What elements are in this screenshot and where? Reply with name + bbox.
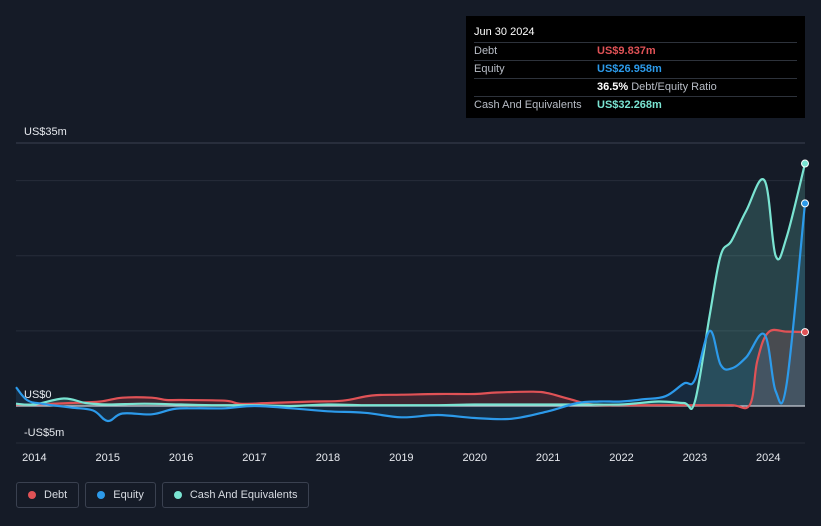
- tooltip-row-cash: Cash And Equivalents US$32.268m: [474, 96, 797, 114]
- series-endpoints: [801, 159, 809, 337]
- legend-label-debt: Debt: [44, 489, 68, 501]
- x-tick-label: 2023: [683, 452, 707, 464]
- endpoint-debt: [801, 328, 809, 337]
- tooltip-debt-value: US$9.837m: [597, 45, 656, 57]
- chart-legend: Debt Equity Cash And Equivalents: [16, 482, 310, 510]
- legend-dot-debt: [28, 491, 36, 499]
- x-tick-label: 2019: [389, 452, 413, 464]
- legend-toggle-debt[interactable]: Debt: [16, 482, 80, 508]
- tooltip-ratio-label: Debt/Equity Ratio: [631, 81, 717, 93]
- y-label-zero: US$0: [24, 389, 52, 401]
- line-debt: [15, 328, 806, 410]
- line-equity: [15, 203, 807, 423]
- legend-label-cash: Cash And Equivalents: [189, 489, 298, 501]
- series-areas: [16, 163, 805, 422]
- legend-label-equity: Equity: [113, 489, 144, 501]
- tooltip-ratio-spacer: [474, 79, 597, 96]
- y-label-top: US$35m: [24, 126, 67, 138]
- tooltip-equity-value: US$26.958m: [597, 63, 662, 75]
- x-tick-label: 2016: [169, 452, 193, 464]
- tooltip-date: Jun 30 2024: [474, 26, 535, 38]
- tooltip-ratio-value: 36.5%: [597, 81, 629, 93]
- tooltip-debt-label: Debt: [474, 45, 498, 57]
- endpoint-cash-and-equivalents: [801, 159, 809, 168]
- plot-area: [16, 143, 805, 443]
- tooltip-row-equity: Equity US$26.958m: [474, 60, 797, 78]
- area-cash-and-equivalents: [16, 163, 805, 409]
- tooltip-cash-label: Cash And Equivalents: [474, 99, 582, 111]
- x-tick-label: 2015: [96, 452, 120, 464]
- endpoint-equity: [801, 199, 809, 208]
- tooltip-cash-value: US$32.268m: [597, 99, 662, 111]
- x-axis-ticks: 2014 2015 2016 2017 2018 2019 2020 2021 2022 2023…: [22, 452, 780, 464]
- x-tick-label: 2021: [536, 452, 560, 464]
- x-tick-label: 2020: [462, 452, 486, 464]
- legend-dot-cash: [173, 491, 182, 499]
- legend-toggle-cash[interactable]: Cash And Equivalents: [161, 482, 310, 508]
- x-tick-label: 2017: [242, 452, 266, 464]
- y-label-bottom: -US$5m: [24, 427, 64, 439]
- series-lines: [15, 163, 807, 423]
- grid-lines: [16, 142, 805, 444]
- x-tick-label: 2024: [756, 452, 780, 464]
- legend-dot-equity: [97, 491, 106, 499]
- tooltip-equity-label: Equity: [474, 63, 505, 75]
- tooltip-panel: Jun 30 2024 Debt US$9.837m Equity US$26.…: [466, 16, 805, 118]
- x-tick-label: 2022: [609, 452, 633, 464]
- line-cash-and-equivalents: [15, 163, 807, 410]
- x-tick-label: 2014: [22, 452, 46, 464]
- tooltip-row-debt: Debt US$9.837m: [474, 42, 797, 60]
- x-tick-label: 2018: [316, 452, 340, 464]
- area-equity: [16, 203, 805, 422]
- tooltip-row-ratio: 36.5% Debt/Equity Ratio: [474, 78, 797, 96]
- legend-toggle-equity[interactable]: Equity: [85, 482, 156, 508]
